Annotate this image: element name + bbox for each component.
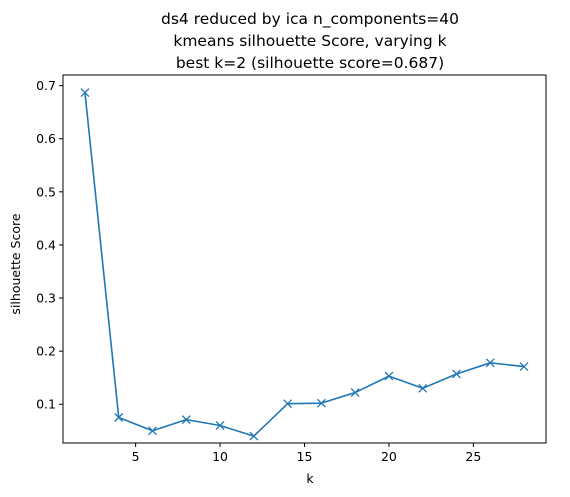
marker-stroke	[249, 431, 259, 441]
data-point-marker	[148, 426, 157, 436]
marker-stroke	[80, 88, 90, 97]
series-group	[80, 88, 529, 441]
title-line-1: ds4 reduced by ica n_components=40	[161, 10, 459, 29]
marker-stroke	[485, 358, 495, 368]
data-point-marker	[181, 415, 191, 425]
y-tick-label: 0.5	[36, 184, 56, 199]
data-point-marker	[215, 421, 225, 430]
data-point-marker	[80, 88, 90, 97]
marker-stroke	[148, 426, 157, 436]
data-point-marker	[316, 398, 326, 408]
marker-stroke	[114, 413, 124, 422]
y-tick-label: 0.6	[36, 131, 56, 146]
data-point-marker	[384, 371, 394, 381]
marker-stroke	[384, 371, 394, 381]
data-point-marker	[283, 399, 293, 409]
y-tick-label: 0.2	[36, 344, 56, 359]
y-tick-label: 0.4	[36, 237, 56, 252]
data-point-marker	[485, 358, 495, 368]
series-line	[84, 92, 525, 437]
marker-stroke	[519, 362, 529, 371]
y-axis-label: silhouette Score	[8, 213, 23, 314]
title-line-3: best k=2 (silhouette score=0.687)	[176, 54, 444, 72]
x-tick-label: 25	[465, 449, 481, 464]
marker-stroke	[418, 383, 428, 393]
marker-stroke	[181, 415, 191, 425]
title-line-2: kmeans silhouette Score, varying k	[173, 32, 446, 50]
x-axis-label: k	[306, 471, 314, 486]
x-tick-label: 20	[381, 449, 397, 464]
y-tick-label: 0.1	[36, 397, 56, 412]
marker-stroke	[283, 399, 293, 409]
x-tick-label: 15	[297, 449, 313, 464]
marker-stroke	[452, 369, 461, 379]
marker-stroke	[350, 388, 360, 398]
data-point-marker	[350, 388, 360, 398]
marker-stroke	[215, 421, 225, 430]
marker-stroke	[316, 398, 326, 408]
y-tick-label: 0.7	[36, 78, 56, 93]
chart-title: ds4 reduced by ica n_components=40 kmean…	[161, 10, 459, 72]
data-point-marker	[418, 383, 428, 393]
x-tick-label: 10	[212, 449, 228, 464]
data-point-marker	[249, 431, 259, 441]
plot-frame	[62, 74, 547, 444]
data-point-marker	[452, 369, 461, 379]
x-tick-label: 5	[132, 449, 140, 464]
tick-group: 5 10 15 20 25 0.1 0.2 0.3 0.4 0.5 0.6 0.7	[36, 78, 481, 464]
data-point-marker	[114, 413, 124, 422]
y-tick-label: 0.3	[36, 291, 56, 306]
data-point-marker	[519, 362, 529, 371]
